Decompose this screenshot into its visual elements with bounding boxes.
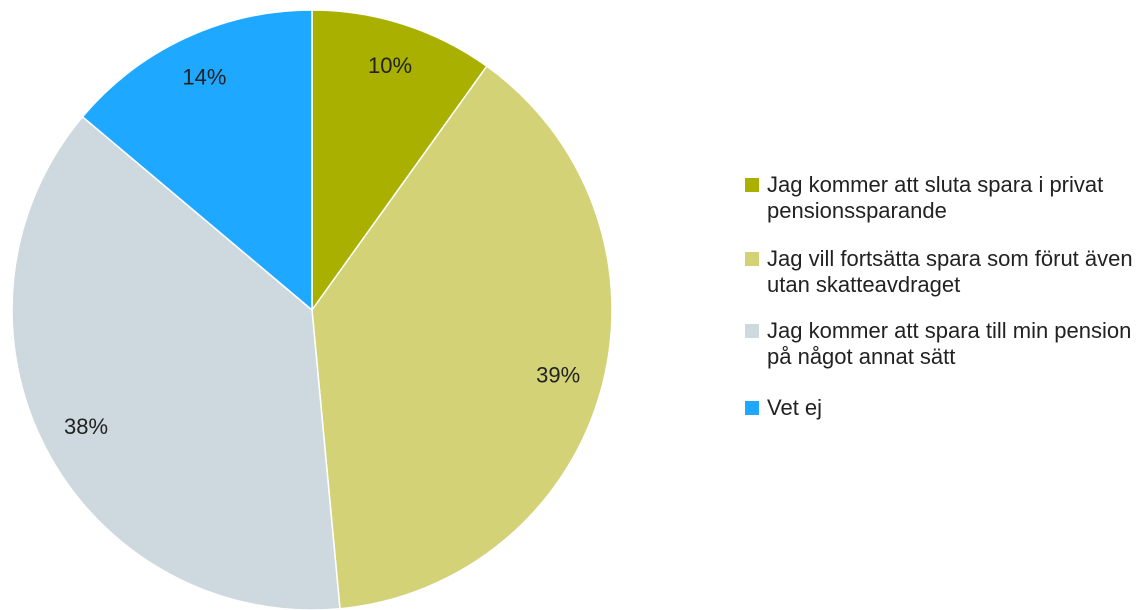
pie-slice <box>311 65 613 610</box>
legend-item: Jag kommer att sluta spara i privat pens… <box>745 172 1145 224</box>
legend-label: Jag kommer att sluta spara i privat pens… <box>767 172 1104 223</box>
legend-item: Jag kommer att spara till min pension på… <box>745 318 1145 370</box>
pie-slice <box>81 9 313 312</box>
legend-swatch <box>745 324 759 338</box>
legend-label: Jag vill fortsätta spara som förut även … <box>767 246 1133 297</box>
data-label: 10% <box>368 53 412 78</box>
legend-label: Jag kommer att spara till min pension på… <box>767 318 1132 369</box>
pie-slice <box>11 115 341 610</box>
legend-swatch <box>745 252 759 266</box>
legend-label: Vet ej <box>767 395 823 420</box>
data-label: 39% <box>536 362 580 387</box>
data-label: 14% <box>182 65 226 90</box>
legend-item: Jag vill fortsätta spara som förut även … <box>745 246 1145 298</box>
data-label: 38% <box>64 414 108 439</box>
legend-swatch <box>745 178 759 192</box>
legend-swatch <box>745 401 759 415</box>
pie-slice <box>311 9 488 313</box>
legend-item: Vet ej <box>745 395 1145 421</box>
